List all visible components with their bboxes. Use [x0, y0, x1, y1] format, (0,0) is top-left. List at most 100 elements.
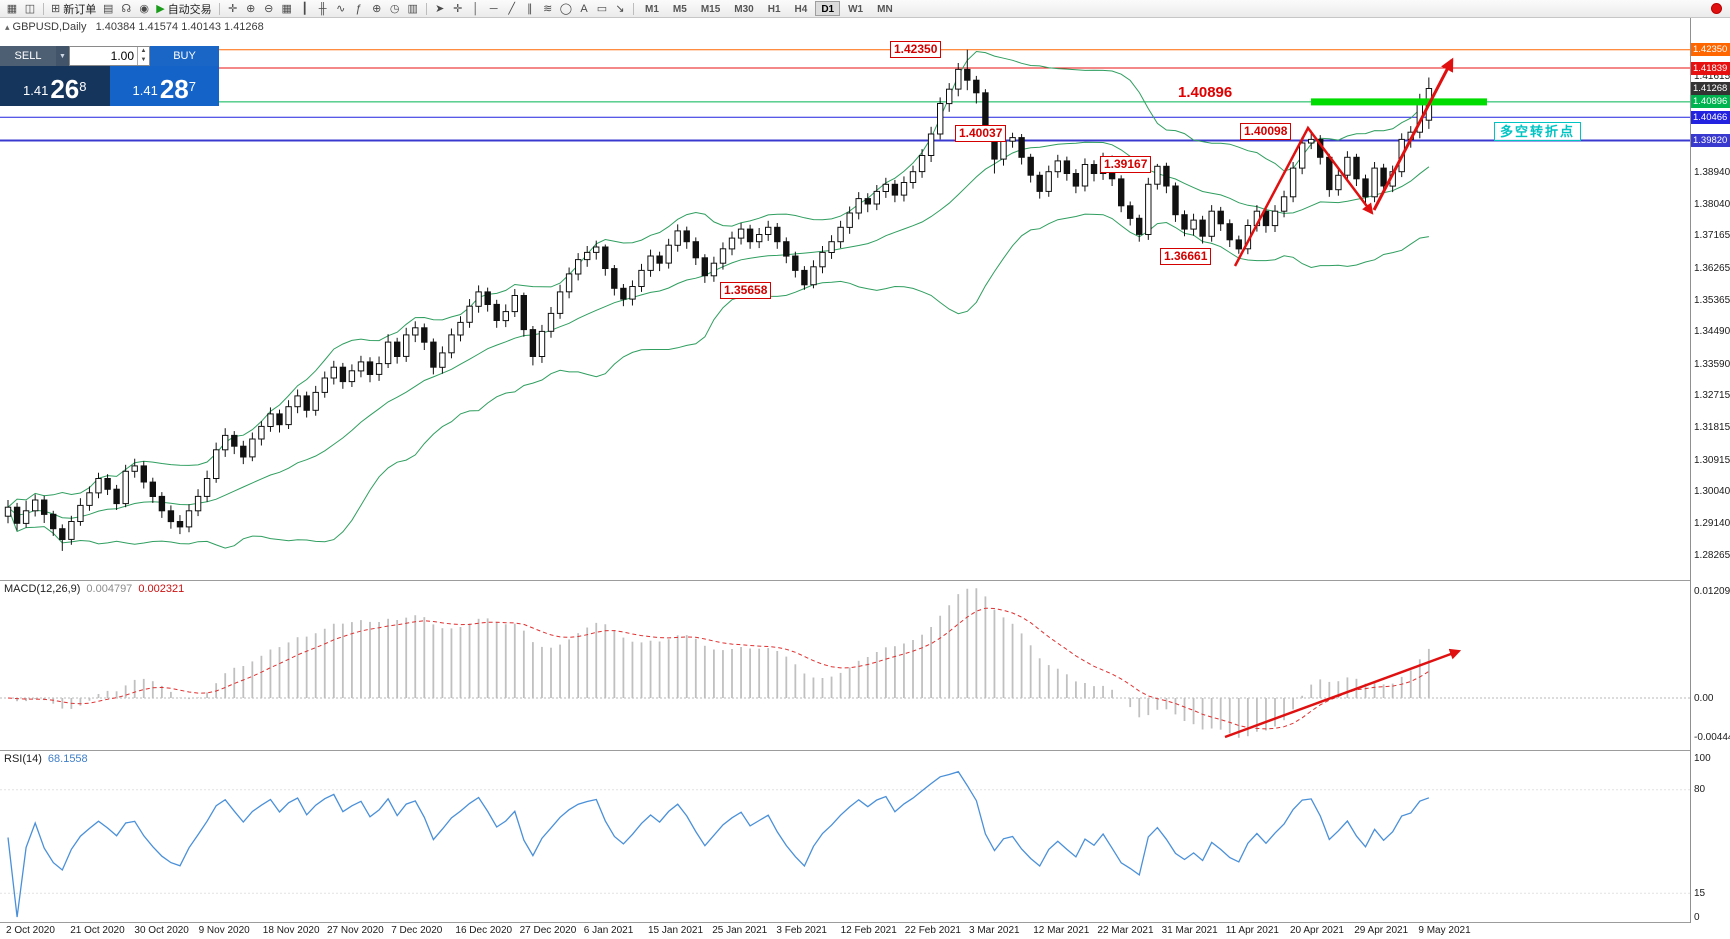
timeframe-m1[interactable]: M1 [645, 4, 659, 15]
cursor-icon: ➤ [435, 2, 445, 15]
candle [249, 438, 256, 458]
equidistant-channel-button[interactable]: ∥ [521, 1, 539, 17]
chart-settings-button[interactable]: ▥ [404, 1, 422, 17]
trendline-button[interactable]: ╱ [503, 1, 521, 17]
timeframe-h4[interactable]: H4 [794, 4, 808, 15]
candle [846, 212, 853, 228]
tile-windows-button[interactable]: ▦ [278, 1, 296, 17]
price-chart-svg[interactable] [0, 18, 1690, 580]
indicators-button[interactable]: ƒ [350, 1, 368, 17]
auto-trading-button[interactable]: ▶ 自动交易 [153, 1, 214, 17]
price-callout[interactable]: 1.40098 [1240, 123, 1292, 140]
turning-point-label[interactable]: 多空转折点 [1494, 122, 1582, 141]
zoom-in-button[interactable]: ⊕ [242, 1, 260, 17]
alerts-button[interactable]: ◉ [135, 1, 153, 17]
candle [737, 228, 745, 239]
volume-input[interactable]: 1.00 ▲ ▼ [69, 46, 150, 66]
crosshair-button[interactable]: ✛ [224, 1, 242, 17]
zoom-in-icon: ⊕ [246, 2, 256, 15]
price-callout[interactable]: 1.39167 [1100, 156, 1152, 173]
volume-value[interactable]: 1.00 [110, 49, 134, 63]
sell-price[interactable]: 1.41 26 8 [0, 66, 110, 106]
candle [864, 198, 871, 205]
time-axis-label: 9 Nov 2020 [198, 925, 250, 936]
text-label-button[interactable]: ▭ [593, 1, 611, 17]
shapes-icon: ◯ [559, 2, 572, 15]
buy-button[interactable]: BUY [150, 46, 219, 66]
price-axis-label: 100 [1694, 752, 1711, 764]
periods-button[interactable]: ◷ [386, 1, 404, 17]
new-order-button[interactable]: ⊞ 新订单 [48, 1, 99, 17]
headset-button[interactable]: ☊ [117, 1, 135, 17]
macd-panel[interactable]: MACD(12,26,9) 0.004797 0.002321 [0, 581, 1730, 751]
candle [1380, 167, 1387, 187]
price-callout[interactable]: 1.36661 [1160, 248, 1212, 265]
volume-down-icon[interactable]: ▼ [140, 57, 147, 63]
vertical-line-button[interactable]: │ [467, 1, 485, 17]
bar-chart-button[interactable]: ┃ [296, 1, 314, 17]
buy-price[interactable]: 1.41 28 7 [109, 66, 219, 106]
ohlc-values: 1.40384 1.41574 1.40143 1.41268 [95, 21, 264, 33]
rsi-svg[interactable] [0, 751, 1690, 922]
timeframe-m15[interactable]: M15 [700, 4, 721, 15]
market-depth-button[interactable]: ▤ [99, 1, 117, 17]
chart-profiles-button[interactable]: ◫ [21, 1, 39, 17]
price-callout[interactable]: 1.35658 [720, 282, 772, 299]
collapse-icon[interactable]: ▴ [5, 22, 10, 32]
candle [1054, 160, 1061, 173]
price-callout[interactable]: 1.42350 [890, 41, 942, 58]
candlestick-chart-button[interactable]: ╫ [314, 1, 332, 17]
sell-price-pips: 26 [50, 74, 80, 104]
candle [629, 286, 636, 300]
price-callout[interactable]: 1.40037 [955, 125, 1007, 142]
timeframe-mn[interactable]: MN [877, 4, 893, 15]
timeframe-w1[interactable]: W1 [848, 4, 864, 15]
order-type-caret-icon[interactable]: ▼ [56, 46, 69, 66]
time-axis-label: 27 Dec 2020 [519, 925, 577, 936]
horizontal-line-button[interactable]: ─ [485, 1, 503, 17]
level-price-text[interactable]: 1.40896 [1178, 84, 1233, 101]
candle [1172, 185, 1179, 216]
new-chart-button[interactable]: ▦ [3, 1, 21, 17]
candle [375, 363, 383, 375]
candle [1271, 210, 1279, 227]
price-axis-label: -0.004446 [1694, 731, 1730, 743]
timeframe-h1[interactable]: H1 [767, 4, 781, 15]
candle [213, 449, 220, 479]
time-axis[interactable]: 2 Oct 2020 21 Oct 2020 30 Oct 2020 9 Nov 20… [0, 923, 1730, 939]
auto-trading-icon: ▶ [156, 2, 165, 15]
price-axis[interactable]: 1.41615 1.38940 1.38040 1.37165 1.36265 1.353… [1690, 18, 1730, 923]
add-indicator-button[interactable]: ⊕ [368, 1, 386, 17]
arrows-tool-button[interactable]: ↘ [611, 1, 629, 17]
record-icon[interactable] [1711, 3, 1722, 14]
cursor-button[interactable]: ➤ [431, 1, 449, 17]
shapes-button[interactable]: ◯ [557, 1, 575, 17]
candle [593, 246, 600, 253]
rsi-panel[interactable]: RSI(14) 68.1558 [0, 751, 1730, 923]
candle [412, 327, 419, 336]
text-button[interactable]: A [575, 1, 593, 17]
line-chart-button[interactable]: ∿ [332, 1, 350, 17]
macd-signal-value: 0.002321 [138, 583, 185, 595]
sell-button[interactable]: SELL [0, 46, 56, 66]
candle [13, 506, 21, 524]
candle [1154, 165, 1161, 185]
candle [1335, 174, 1342, 191]
rsi-line [7, 770, 1430, 918]
macd-svg[interactable] [0, 581, 1690, 750]
periods-icon: ◷ [389, 2, 400, 15]
price-chart-panel[interactable]: ▴ GBPUSD,Daily 1.40384 1.41574 1.40143 1.… [0, 18, 1730, 581]
candle [258, 425, 265, 440]
volume-up-icon[interactable]: ▲ [140, 48, 147, 54]
candle [1299, 142, 1306, 169]
candle [502, 311, 510, 322]
timeframe-m30[interactable]: M30 [734, 4, 754, 15]
crosshair-tool-button[interactable]: ✛ [449, 1, 467, 17]
candle [113, 488, 120, 505]
timeframe-d1[interactable]: D1 [815, 1, 841, 16]
zoom-out-button[interactable]: ⊖ [260, 1, 278, 17]
fibonacci-button[interactable]: ≋ [539, 1, 557, 17]
timeframe-m5[interactable]: M5 [672, 4, 687, 15]
trendline-icon: ╱ [508, 2, 515, 15]
text-label-icon: ▭ [596, 2, 608, 15]
